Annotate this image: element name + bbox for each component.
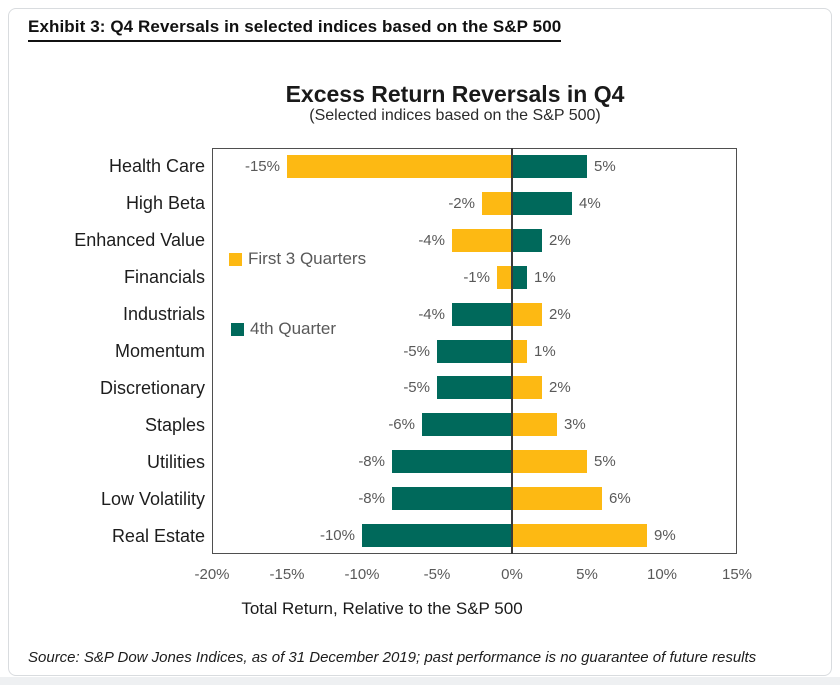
bar-value-label: -1% bbox=[463, 268, 490, 286]
bar-value-label: 5% bbox=[594, 157, 616, 175]
bar-first3q bbox=[482, 191, 512, 215]
category-label: Utilities bbox=[146, 451, 205, 472]
legend-label: First 3 Quarters bbox=[248, 249, 367, 268]
bar-first3q bbox=[287, 154, 512, 178]
category-label: Real Estate bbox=[111, 525, 205, 546]
bar-first3q bbox=[512, 302, 542, 326]
bar-value-label: -5% bbox=[403, 342, 430, 360]
bar-first3q bbox=[497, 265, 512, 289]
x-tick-label: -15% bbox=[269, 566, 305, 583]
bar-q4 bbox=[437, 339, 512, 363]
x-tick-label: 10% bbox=[646, 566, 678, 583]
bar-value-label: 9% bbox=[654, 527, 676, 545]
category-label: Enhanced Value bbox=[74, 230, 205, 251]
bar-value-label: 2% bbox=[549, 305, 571, 323]
bar-q4 bbox=[392, 487, 512, 511]
x-tick-label: 0% bbox=[501, 566, 523, 583]
chart-title: Excess Return Reversals in Q4 bbox=[285, 81, 625, 107]
zero-axis-line bbox=[511, 148, 513, 554]
category-label: High Beta bbox=[125, 193, 205, 214]
category-label: Low Volatility bbox=[100, 488, 205, 509]
first-3-quarters-swatch-icon bbox=[229, 252, 242, 266]
legend-entry-4th-quarter: 4th Quarter bbox=[231, 319, 336, 339]
bar-q4 bbox=[422, 413, 512, 437]
source-note: Source: S&P Dow Jones Indices, as of 31 … bbox=[28, 649, 757, 666]
bar-value-label: 2% bbox=[549, 231, 571, 249]
chart-subtitle: (Selected indices based on the S&P 500) bbox=[309, 107, 601, 124]
x-tick-label: -5% bbox=[423, 566, 451, 583]
category-label: Financials bbox=[123, 267, 205, 288]
x-tick-label: 15% bbox=[721, 566, 753, 583]
bar-value-label: 2% bbox=[549, 379, 571, 397]
page-bottom-strip bbox=[0, 677, 840, 685]
bar-q4 bbox=[362, 524, 512, 548]
bar-value-label: 5% bbox=[594, 453, 616, 471]
bar-value-label: 6% bbox=[609, 490, 631, 508]
bar-value-label: 3% bbox=[564, 416, 586, 434]
bar-value-label: -10% bbox=[319, 527, 355, 545]
bar-value-label: -5% bbox=[403, 379, 430, 397]
bar-first3q bbox=[512, 487, 602, 511]
legend-label: 4th Quarter bbox=[250, 319, 336, 338]
bar-value-label: -4% bbox=[418, 231, 445, 249]
bar-q4 bbox=[452, 302, 512, 326]
category-label: Industrials bbox=[122, 304, 205, 325]
x-tick-label: 5% bbox=[576, 566, 598, 583]
bar-value-label: 1% bbox=[534, 268, 556, 286]
category-label: Discretionary bbox=[99, 377, 205, 398]
exhibit-title: Exhibit 3: Q4 Reversals in selected indi… bbox=[28, 17, 562, 42]
bar-first3q bbox=[452, 228, 512, 252]
bar-value-label: -6% bbox=[388, 416, 415, 434]
bar-first3q bbox=[512, 450, 587, 474]
bar-q4 bbox=[512, 265, 527, 289]
bar-value-label: -4% bbox=[418, 305, 445, 323]
bar-q4 bbox=[392, 450, 512, 474]
bar-q4 bbox=[512, 154, 587, 178]
bar-q4 bbox=[437, 376, 512, 400]
4th-quarter-swatch-icon bbox=[231, 322, 244, 336]
category-label: Staples bbox=[144, 414, 205, 435]
bar-value-label: 4% bbox=[579, 194, 601, 212]
legend-entry-first-3-quarters: First 3 Quarters bbox=[229, 249, 366, 269]
bar-q4 bbox=[512, 228, 542, 252]
bar-value-label: -2% bbox=[448, 194, 475, 212]
bar-value-label: -8% bbox=[358, 490, 385, 508]
x-axis-title: Total Return, Relative to the S&P 500 bbox=[241, 599, 523, 618]
bar-first3q bbox=[512, 339, 527, 363]
bar-value-label: -8% bbox=[358, 453, 385, 471]
x-tick-label: -10% bbox=[344, 566, 380, 583]
bar-first3q bbox=[512, 413, 557, 437]
bar-first3q bbox=[512, 524, 647, 548]
x-tick-label: -20% bbox=[194, 566, 230, 583]
bar-first3q bbox=[512, 376, 542, 400]
bar-value-label: -15% bbox=[244, 157, 280, 175]
category-label: Momentum bbox=[114, 341, 205, 361]
bar-value-label: 1% bbox=[534, 342, 556, 360]
bar-q4 bbox=[512, 191, 572, 215]
category-label: Health Care bbox=[108, 156, 205, 177]
